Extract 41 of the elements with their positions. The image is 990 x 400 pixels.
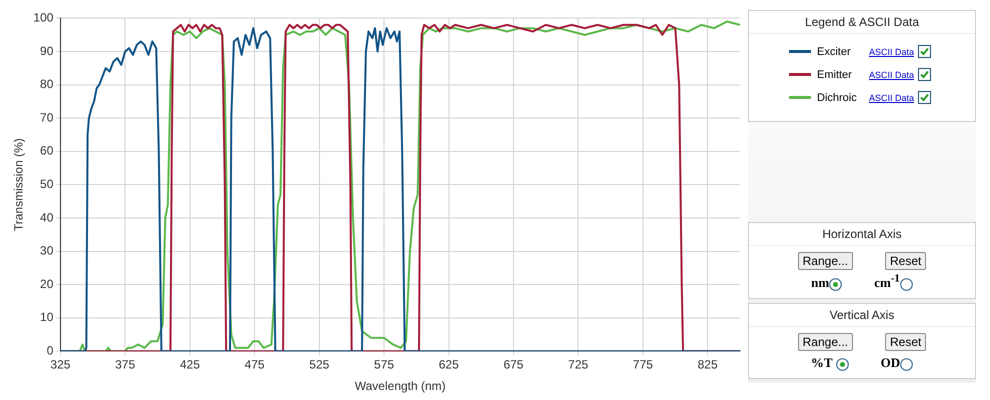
legend-label: Exciter [817, 46, 852, 58]
text: %T [810, 355, 834, 370]
text: nm [811, 275, 830, 290]
y-tick-label: 0 [46, 344, 54, 358]
text: Reset [885, 333, 926, 352]
legend-label: Emitter [817, 68, 853, 80]
y-tick-label: 90 [40, 44, 54, 58]
y-tick-label: 30 [40, 244, 54, 258]
text: ASCII Data [869, 46, 914, 56]
text: ASCII Data [869, 92, 914, 102]
text: OD [880, 355, 902, 370]
text: Range... [798, 333, 853, 352]
legend-title: Legend & ASCII Data [749, 15, 975, 34]
y-tick-label: 60 [40, 144, 54, 158]
x-axis-title: Wavelength (nm) [354, 379, 446, 394]
x-tick-label: 425 [180, 358, 200, 372]
x-tick-label: 675 [503, 358, 524, 372]
text: cm$^{-1}$ [874, 273, 900, 290]
text: ASCII Data [869, 70, 914, 80]
y-tick-label: 40 [40, 210, 54, 224]
y-tick-label: 100 [33, 10, 54, 25]
text: Range... [798, 252, 853, 270]
x-tick-label: 475 [244, 358, 265, 372]
y-axis-title: Transmission (%) [12, 138, 26, 232]
text: Vertical Axis [749, 308, 975, 328]
x-tick-label: 775 [632, 358, 654, 372]
x-tick-label: 625 [438, 358, 460, 372]
y-tick-label: 70 [40, 110, 54, 124]
x-tick-label: 725 [568, 358, 589, 372]
y-tick-label: 50 [40, 177, 54, 192]
text: Horizontal Axis [749, 227, 975, 246]
x-tick-label: 325 [50, 358, 71, 372]
x-tick-label: 525 [309, 358, 330, 372]
text: Reset [885, 252, 926, 270]
y-tick-label: 20 [40, 276, 54, 291]
y-tick-label: 10 [40, 310, 54, 324]
x-tick-label: 825 [698, 358, 718, 372]
x-tick-label: 375 [115, 358, 136, 372]
x-tick-label: 575 [374, 358, 394, 372]
legend-label: Dichroic [817, 92, 858, 104]
y-tick-label: 80 [40, 77, 54, 92]
